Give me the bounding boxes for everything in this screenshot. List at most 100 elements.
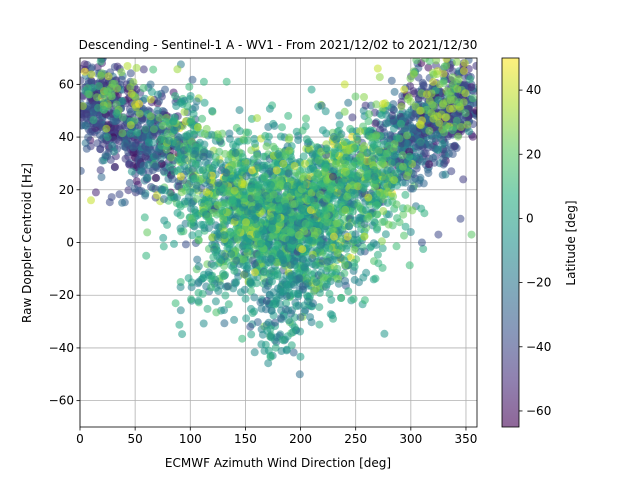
data-point	[253, 151, 261, 160]
data-point	[178, 330, 187, 339]
data-point	[244, 128, 253, 137]
data-point	[199, 220, 208, 229]
data-point	[361, 101, 370, 110]
data-point	[257, 304, 266, 313]
data-point	[127, 89, 136, 98]
data-point	[375, 73, 384, 82]
data-point	[398, 151, 407, 160]
data-point	[163, 129, 172, 138]
data-point	[385, 141, 394, 150]
data-point	[401, 190, 410, 199]
data-point	[263, 326, 272, 335]
data-point	[365, 110, 374, 119]
y-tick-label: −20	[49, 288, 74, 302]
data-point	[208, 164, 217, 172]
data-point	[289, 328, 298, 336]
data-point	[289, 348, 298, 357]
data-point	[429, 77, 438, 86]
data-point	[421, 58, 430, 63]
data-point	[383, 119, 391, 128]
data-point	[300, 263, 309, 272]
data-point	[80, 102, 87, 111]
data-point	[194, 278, 203, 286]
data-point	[399, 210, 408, 219]
data-point	[352, 132, 361, 141]
data-point	[197, 198, 206, 207]
data-point	[453, 84, 462, 93]
data-point	[439, 69, 448, 78]
data-point	[340, 269, 349, 278]
data-point	[434, 230, 443, 239]
data-point	[283, 281, 292, 290]
data-point	[89, 116, 98, 124]
data-point	[287, 243, 296, 252]
data-point	[240, 194, 249, 203]
data-point	[373, 223, 382, 232]
data-point	[360, 296, 369, 305]
data-point	[461, 89, 470, 98]
data-point	[273, 270, 282, 279]
data-point	[383, 149, 391, 158]
data-point	[161, 85, 169, 94]
data-point	[362, 179, 371, 188]
data-point	[126, 121, 135, 130]
data-point	[381, 175, 390, 184]
data-point	[260, 268, 269, 277]
data-point	[403, 204, 412, 213]
data-point	[334, 242, 343, 251]
data-point	[244, 234, 253, 243]
data-point	[181, 155, 189, 164]
data-point	[219, 184, 228, 193]
data-point	[325, 289, 334, 298]
data-point	[459, 175, 468, 184]
y-tick-label: −40	[49, 341, 74, 355]
data-point	[340, 138, 349, 146]
data-point	[151, 173, 160, 182]
data-point	[345, 222, 354, 231]
data-point	[359, 273, 368, 282]
data-point	[265, 194, 274, 202]
data-point	[202, 188, 211, 197]
data-point	[203, 201, 212, 209]
data-point	[299, 152, 308, 161]
colorbar	[501, 57, 520, 428]
data-point	[143, 228, 152, 237]
data-point	[138, 133, 147, 142]
data-point	[129, 78, 138, 87]
data-point	[267, 272, 276, 281]
data-point	[211, 153, 220, 161]
data-point	[342, 153, 351, 162]
data-point	[439, 79, 448, 88]
data-point	[176, 98, 185, 107]
data-point	[96, 71, 105, 80]
data-point	[242, 172, 251, 181]
data-point	[467, 83, 476, 92]
data-point	[243, 136, 252, 145]
data-point	[289, 289, 298, 298]
data-point	[315, 303, 324, 312]
data-point	[449, 104, 458, 113]
data-point	[454, 132, 463, 141]
data-point	[247, 184, 256, 193]
data-point	[329, 132, 338, 141]
data-point	[448, 73, 457, 82]
data-point	[373, 250, 382, 259]
data-point	[132, 63, 141, 72]
data-point	[126, 69, 135, 78]
data-point	[401, 222, 410, 231]
data-point	[242, 314, 251, 323]
data-point	[187, 220, 195, 228]
data-point	[373, 210, 382, 219]
data-point	[285, 133, 294, 142]
data-point	[80, 113, 86, 122]
data-point	[403, 131, 412, 140]
data-point	[397, 119, 405, 128]
data-point	[158, 121, 167, 130]
data-point	[384, 220, 393, 229]
data-point	[452, 116, 461, 125]
data-point	[454, 75, 463, 84]
data-point	[248, 166, 257, 175]
chart-title: Descending - Sentinel-1 A - WV1 - From 2…	[79, 38, 478, 52]
data-point	[323, 175, 331, 184]
data-point	[154, 97, 163, 106]
